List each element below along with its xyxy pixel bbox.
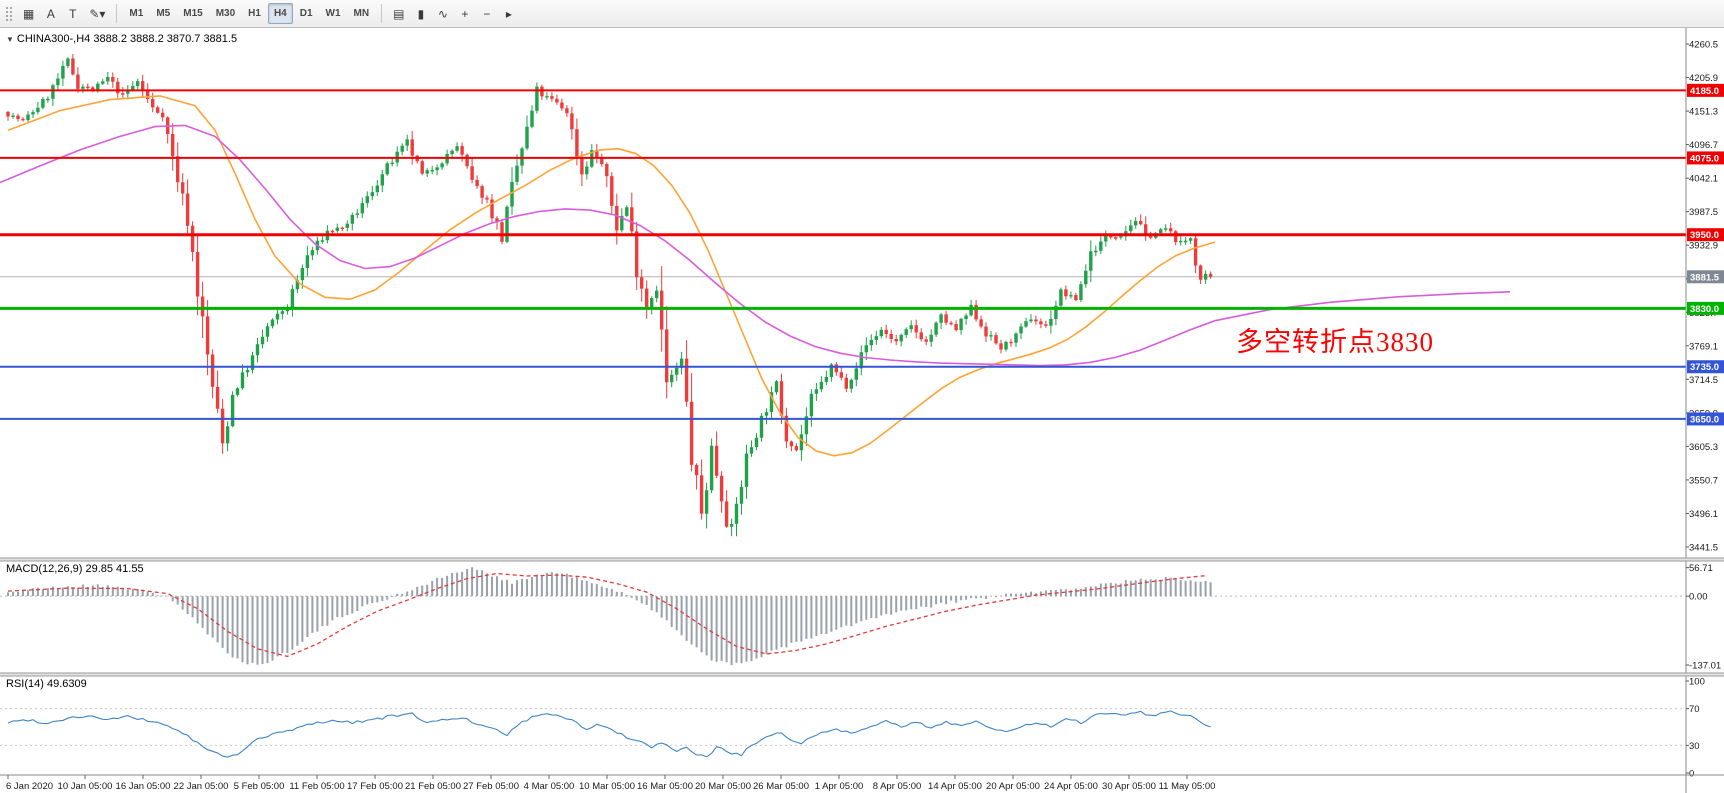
rsi-indicator-label: RSI(14) 49.6309 [6, 678, 87, 690]
time-axis-label: 8 Apr 05:00 [873, 781, 922, 792]
time-axis-label: 10 Mar 05:00 [579, 781, 635, 792]
timeframe-mn[interactable]: MN [353, 8, 370, 19]
rsi-scale-label: 70 [1689, 704, 1700, 715]
rsi-scale-label: 0 [1689, 769, 1694, 780]
price-tick-label: 4096.7 [1689, 140, 1718, 151]
timeframe-d1[interactable]: D1 [299, 8, 313, 19]
price-tick-label: 4042.1 [1689, 174, 1718, 185]
timeframe-m1[interactable]: M1 [129, 8, 144, 19]
price-tick-label: 4151.3 [1689, 107, 1718, 118]
time-axis-label: 21 Feb 05:00 [405, 781, 461, 792]
time-axis-label: 26 Mar 05:00 [753, 781, 809, 792]
time-axis-label: 1 Apr 05:00 [815, 781, 864, 792]
symbol-dropdown-icon[interactable]: ▼ [6, 34, 14, 44]
time-axis-label: 5 Feb 05:00 [234, 781, 285, 792]
timeframe-m5[interactable]: M5 [156, 8, 171, 19]
chart-title-text: CHINA300-,H4 3888.2 3888.2 3870.7 3881.5 [16, 33, 238, 45]
time-axis-label: 17 Feb 05:00 [347, 781, 403, 792]
price-badge-label: 3650.0 [1690, 414, 1719, 425]
price-badge [1687, 270, 1724, 284]
toolbar-separator [116, 4, 118, 23]
price-badge [1687, 83, 1724, 97]
text-tool-icon[interactable]: T [69, 6, 77, 21]
toolbar-separator [381, 4, 383, 23]
zoom-out-icon[interactable]: − [483, 6, 491, 21]
timeframe-m30[interactable]: M30 [215, 8, 236, 19]
time-axis-label: 6 Jan 2020 [6, 781, 53, 792]
price-badge [1687, 151, 1724, 165]
auto-scroll-icon[interactable]: ▸ [505, 6, 512, 21]
price-tick-label: 4260.5 [1689, 40, 1718, 51]
price-badge [1687, 412, 1724, 426]
time-axis-label: 27 Feb 05:00 [463, 781, 519, 792]
timeframe-h1[interactable]: H1 [248, 8, 261, 19]
toolbar: ▦ A T ✎▾ M1 M5 M15 M30 H1 H4 D1 W1 MN ▤ ▮ ∿ + − ▸ [0, 0, 1724, 28]
macd-histogram [7, 567, 1212, 666]
price-tick-label: 3714.5 [1689, 375, 1718, 386]
price-badge [1687, 360, 1724, 374]
macd-scale-label: -137.01 [1689, 660, 1721, 671]
timeframe-h4[interactable]: H4 [267, 3, 293, 24]
price-tick-label: 3550.7 [1689, 475, 1718, 486]
ma-fast-line [7, 95, 1216, 457]
rsi-line [7, 710, 1211, 758]
price-tick-label: 3496.1 [1689, 509, 1718, 520]
rsi-scale-label: 30 [1689, 741, 1700, 752]
chart-background [0, 28, 1724, 793]
price-tick-label: 3932.9 [1689, 241, 1718, 252]
price-tick-label: 3441.5 [1689, 543, 1718, 554]
line-chart-icon[interactable]: ∿ [437, 6, 448, 21]
price-tick-label: 3987.5 [1689, 207, 1718, 218]
time-axis-label: 11 May 05:00 [1159, 781, 1216, 792]
time-axis-label: 16 Jan 05:00 [116, 781, 171, 792]
macd-scale-label: 0.00 [1689, 592, 1708, 603]
candlestick-chart-icon[interactable]: ▮ [417, 6, 425, 21]
timeframe-m15[interactable]: M15 [183, 8, 203, 19]
toolbar-grip[interactable] [4, 4, 12, 23]
time-axis-label: 30 Apr 05:00 [1102, 781, 1156, 792]
chart-grid-icon[interactable]: ▦ [23, 6, 35, 21]
price-badge-label: 4185.0 [1690, 86, 1719, 97]
time-axis-label: 11 Feb 05:00 [289, 781, 344, 792]
time-axis-label: 16 Mar 05:00 [637, 781, 693, 792]
price-tick-label: 4205.9 [1689, 73, 1718, 84]
time-axis-label: 10 Jan 05:00 [58, 781, 113, 792]
price-tick-label: 3769.1 [1689, 341, 1718, 352]
rsi-scale-label: 100 [1689, 677, 1705, 688]
macd-indicator-label: MACD(12,26,9) 29.85 41.55 [6, 563, 144, 575]
panel-splitter[interactable] [0, 558, 1724, 561]
time-axis-label: 20 Mar 05:00 [695, 781, 751, 792]
ma-slow-line [0, 124, 1511, 367]
price-badge [1687, 301, 1724, 315]
price-badge-label: 3950.0 [1690, 230, 1719, 241]
time-axis-label: 4 Mar 05:00 [524, 781, 575, 792]
chart-title: ▼ CHINA300-,H4 3888.2 3888.2 3870.7 3881… [6, 33, 237, 45]
chart-annotation: 多空转折点3830 [1236, 327, 1434, 357]
price-tick-label: 3605.3 [1689, 442, 1718, 453]
bar-chart-icon[interactable]: ▤ [393, 6, 405, 21]
time-axis-label: 20 Apr 05:00 [986, 781, 1040, 792]
zoom-in-icon[interactable]: + [461, 6, 469, 21]
time-axis-label: 24 Apr 05:00 [1044, 781, 1098, 792]
time-axis-label: 14 Apr 05:00 [928, 781, 982, 792]
price-badge-label: 3830.0 [1690, 304, 1719, 315]
price-badge-label: 3881.5 [1690, 272, 1720, 283]
time-axis-label: 22 Jan 05:00 [174, 781, 229, 792]
macd-scale-label: 56.71 [1689, 563, 1713, 574]
price-badge [1687, 228, 1724, 242]
timeframe-w1[interactable]: W1 [325, 8, 341, 19]
draw-tools-icon[interactable]: ✎▾ [89, 6, 106, 21]
macd-signal-line [7, 572, 1206, 658]
price-badge-label: 4075.0 [1690, 153, 1719, 164]
panel-splitter[interactable] [0, 673, 1724, 676]
cursor-a-icon[interactable]: A [46, 6, 55, 21]
price-badge-label: 3735.0 [1690, 362, 1719, 373]
